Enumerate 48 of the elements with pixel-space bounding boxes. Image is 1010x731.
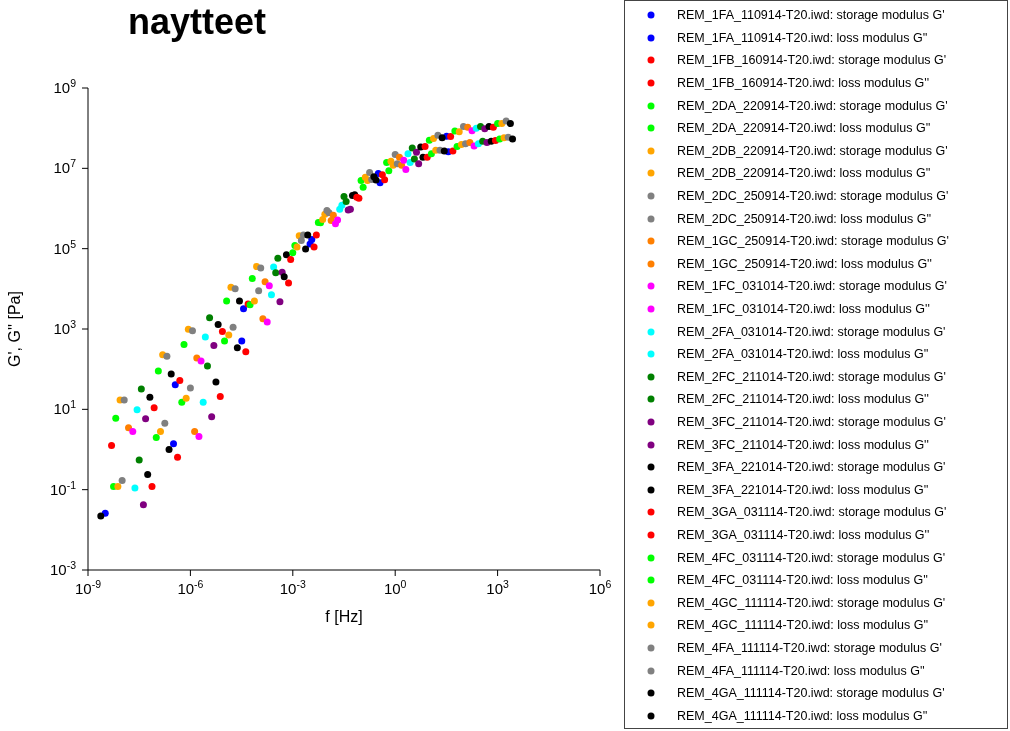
legend-label: REM_2FC_211014-T20.iwd: loss modulus G'' <box>677 392 929 407</box>
legend-label: REM_2DC_250914-T20.iwd: loss modulus G'' <box>677 211 932 226</box>
x-tick-label: 10$^{3}$ <box>486 578 510 597</box>
y-tick-label: 10$^{-1}$ <box>49 478 77 498</box>
legend-label: REM_3GA_031114-T20.iwd: storage modulus G' <box>677 505 947 520</box>
legend-label: REM_4FA_111114-T20.iwd: loss modulus G'' <box>677 663 925 678</box>
legend-label: REM_2FA_031014-T20.iwd: loss modulus G'' <box>677 347 929 362</box>
legend-label: REM_3GA_031114-T20.iwd: loss modulus G'' <box>677 527 930 542</box>
legend-label: REM_4FC_031114-T20.iwd: storage modulus G' <box>677 550 946 565</box>
legend-label: REM_3FC_211014-T20.iwd: storage modulus G' <box>677 414 946 429</box>
y-tick-label: 10$^{3}$ <box>53 318 77 337</box>
legend-label: REM_3FA_221014-T20.iwd: loss modulus G'' <box>677 482 929 497</box>
legend-label: REM_4GC_111114-T20.iwd: loss modulus G'' <box>677 618 929 633</box>
x-tick-label: 10$^{-3}$ <box>279 578 306 597</box>
y-tick-label: 10$^{-3}$ <box>49 559 77 578</box>
legend-label: REM_2DB_220914-T20.iwd: storage modulus G' <box>677 143 948 158</box>
legend-label: REM_1GC_250914-T20.iwd: storage modulus G' <box>677 234 949 249</box>
legend-label: REM_1FB_160914-T20.iwd: storage modulus G' <box>677 53 947 68</box>
legend-label: REM_4FC_031114-T20.iwd: loss modulus G'' <box>677 573 928 588</box>
legend-label: REM_4GA_111114-T20.iwd: loss modulus G'' <box>677 708 928 723</box>
x-axis-title: f [Hz] <box>325 608 363 625</box>
legend-label: REM_2FC_211014-T20.iwd: storage modulus G' <box>677 369 946 384</box>
legend-label: REM_2DA_220914-T20.iwd: storage modulus G' <box>677 98 948 113</box>
y-tick-label: 10$^{7}$ <box>53 157 77 177</box>
y-tick-label: 10$^{5}$ <box>53 237 77 257</box>
legend-label: REM_1FA_110914-T20.iwd: storage modulus G' <box>677 8 945 23</box>
x-tick-label: 10$^{6}$ <box>588 578 612 597</box>
legend-label: REM_3FA_221014-T20.iwd: storage modulus G' <box>677 460 946 475</box>
legend-label: REM_4FA_111114-T20.iwd: storage modulus G' <box>677 640 942 655</box>
x-tick-label: 10$^{0}$ <box>383 578 407 597</box>
legend-label: REM_2DC_250914-T20.iwd: storage modulus G' <box>677 189 949 204</box>
legend-label: REM_1FB_160914-T20.iwd: loss modulus G'' <box>677 76 930 91</box>
chart-title: naytteet <box>128 0 267 44</box>
y-tick-label: 10$^{9}$ <box>53 77 77 96</box>
legend-label: REM_4GA_111114-T20.iwd: storage modulus G' <box>677 686 945 701</box>
legend-label: REM_2DB_220914-T20.iwd: loss modulus G'' <box>677 166 931 181</box>
y-tick-label: 10$^{1}$ <box>53 398 77 418</box>
legend-label: REM_4GC_111114-T20.iwd: storage modulus G' <box>677 595 946 610</box>
legend-label: REM_1FC_031014-T20.iwd: storage modulus G' <box>677 279 947 294</box>
legend-label: REM_1FA_110914-T20.iwd: loss modulus G'' <box>677 30 928 45</box>
legend-label: REM_3FC_211014-T20.iwd: loss modulus G'' <box>677 437 929 452</box>
legend-label: REM_1GC_250914-T20.iwd: loss modulus G'' <box>677 256 932 271</box>
y-axis-title: G', G'' [Pa] <box>6 291 23 367</box>
legend-label: REM_2FA_031014-T20.iwd: storage modulus G' <box>677 324 946 339</box>
x-tick-label: 10$^{-6}$ <box>177 578 204 597</box>
x-tick-label: 10$^{-9}$ <box>74 578 102 597</box>
legend-label: REM_2DA_220914-T20.iwd: loss modulus G'' <box>677 121 931 136</box>
legend-label: REM_1FC_031014-T20.iwd: loss modulus G'' <box>677 302 930 317</box>
